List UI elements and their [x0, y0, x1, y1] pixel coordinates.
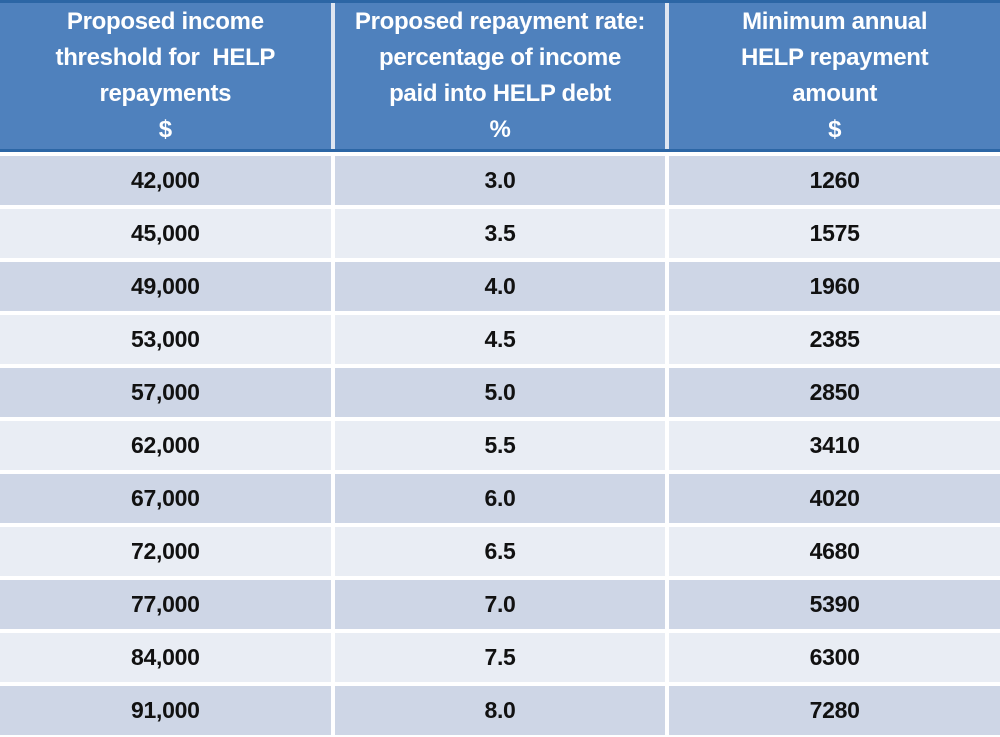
cell-income-threshold: 67,000 — [0, 474, 331, 523]
cell-repayment-rate: 7.5 — [334, 633, 666, 682]
header-line: percentage of income — [378, 44, 622, 71]
header-line: Proposed income — [66, 8, 264, 35]
cell-repayment-rate: 4.5 — [334, 315, 666, 364]
header-income-threshold: Proposed income threshold for HELP repay… — [0, 3, 331, 149]
cell-minimum-repayment: 7280 — [669, 686, 1000, 735]
header-line: amount — [792, 80, 878, 107]
header-line: Proposed repayment rate: — [354, 8, 646, 35]
header-unit-dollar: $ — [158, 116, 172, 143]
cell-minimum-repayment: 2850 — [669, 368, 1000, 417]
header-line: repayments — [99, 80, 232, 107]
cell-repayment-rate: 6.5 — [334, 527, 666, 576]
cell-income-threshold: 45,000 — [0, 209, 331, 258]
header-unit-dollar: $ — [828, 116, 842, 143]
cell-repayment-rate: 8.0 — [334, 686, 666, 735]
cell-repayment-rate: 7.0 — [334, 580, 666, 629]
cell-repayment-rate: 4.0 — [334, 262, 666, 311]
cell-income-threshold: 57,000 — [0, 368, 331, 417]
cell-minimum-repayment: 5390 — [669, 580, 1000, 629]
header-line: threshold for HELP — [55, 44, 276, 71]
cell-income-threshold: 62,000 — [0, 421, 331, 470]
cell-income-threshold: 77,000 — [0, 580, 331, 629]
table-row: 57,000 5.0 2850 — [0, 368, 1000, 417]
table-body: 42,000 3.0 1260 45,000 3.5 1575 49,000 4… — [0, 156, 1000, 735]
cell-repayment-rate: 5.0 — [334, 368, 666, 417]
cell-minimum-repayment: 4020 — [669, 474, 1000, 523]
table-row: 67,000 6.0 4020 — [0, 474, 1000, 523]
cell-income-threshold: 91,000 — [0, 686, 331, 735]
table-row: 49,000 4.0 1960 — [0, 262, 1000, 311]
header-unit-percent: % — [489, 116, 511, 143]
table-row: 72,000 6.5 4680 — [0, 527, 1000, 576]
cell-minimum-repayment: 6300 — [669, 633, 1000, 682]
table-row: 77,000 7.0 5390 — [0, 580, 1000, 629]
header-repayment-rate: Proposed repayment rate: percentage of i… — [334, 3, 666, 149]
cell-income-threshold: 42,000 — [0, 156, 331, 205]
table-row: 62,000 5.5 3410 — [0, 421, 1000, 470]
cell-income-threshold: 84,000 — [0, 633, 331, 682]
cell-minimum-repayment: 1575 — [669, 209, 1000, 258]
header-line: Minimum annual — [742, 8, 928, 35]
cell-minimum-repayment: 1960 — [669, 262, 1000, 311]
cell-income-threshold: 49,000 — [0, 262, 331, 311]
table-row: 42,000 3.0 1260 — [0, 156, 1000, 205]
cell-repayment-rate: 3.0 — [334, 156, 666, 205]
cell-repayment-rate: 3.5 — [334, 209, 666, 258]
cell-income-threshold: 72,000 — [0, 527, 331, 576]
header-line: paid into HELP debt — [389, 80, 611, 107]
cell-repayment-rate: 6.0 — [334, 474, 666, 523]
cell-minimum-repayment: 2385 — [669, 315, 1000, 364]
table-row: 91,000 8.0 7280 — [0, 686, 1000, 735]
cell-minimum-repayment: 3410 — [669, 421, 1000, 470]
table-header-row: Proposed income threshold for HELP repay… — [0, 0, 1000, 152]
cell-income-threshold: 53,000 — [0, 315, 331, 364]
table-row: 53,000 4.5 2385 — [0, 315, 1000, 364]
header-minimum-repayment: Minimum annual HELP repayment amount $ — [669, 3, 1000, 149]
cell-repayment-rate: 5.5 — [334, 421, 666, 470]
header-line: HELP repayment — [740, 44, 929, 71]
table-row: 84,000 7.5 6300 — [0, 633, 1000, 682]
table-row: 45,000 3.5 1575 — [0, 209, 1000, 258]
cell-minimum-repayment: 4680 — [669, 527, 1000, 576]
cell-minimum-repayment: 1260 — [669, 156, 1000, 205]
